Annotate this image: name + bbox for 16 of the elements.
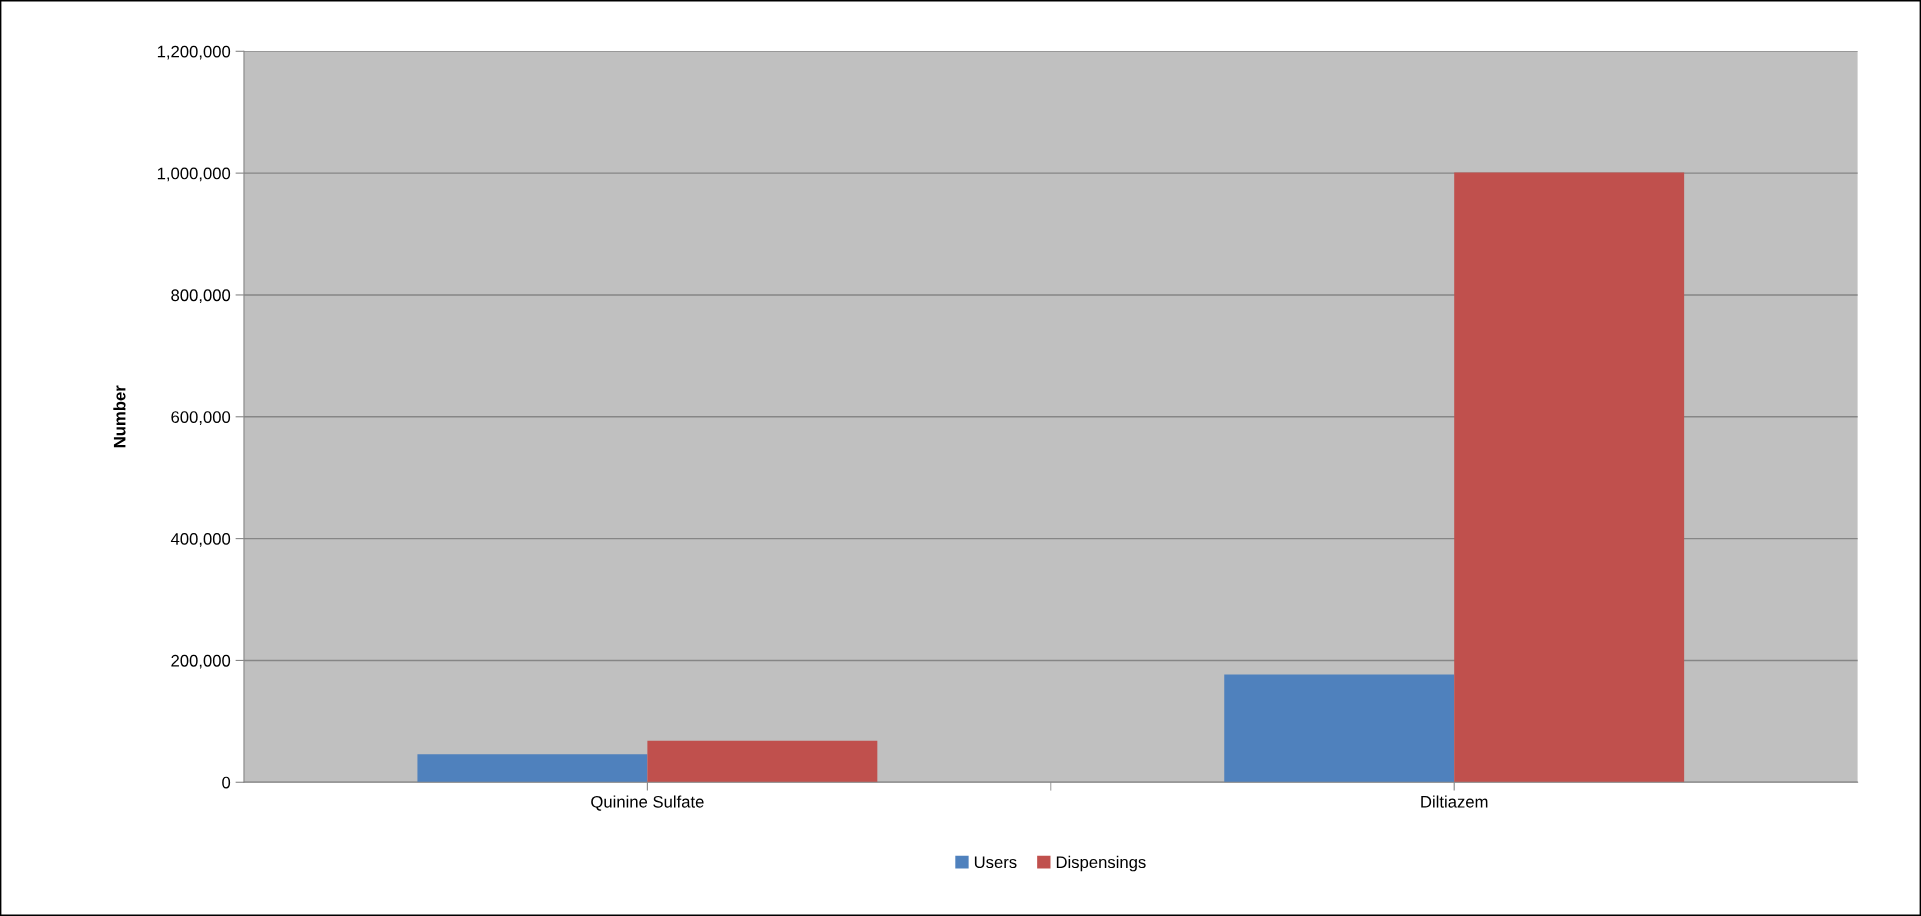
y-tick-label: 800,000: [171, 289, 231, 304]
legend-label: Dispensings: [1056, 855, 1146, 872]
bar: [1454, 172, 1685, 783]
bar: [647, 740, 878, 783]
y-tick-label: 1,000,000: [157, 167, 231, 182]
y-tick-label: 400,000: [170, 533, 231, 547]
y-tick-label: 0: [222, 776, 231, 789]
bar: [1224, 674, 1455, 783]
y-tick-label: 200,000: [171, 654, 231, 669]
y-axis-title: Number: [113, 385, 126, 448]
legend-label: Users: [974, 856, 1017, 869]
x-tick-label: Diltiazem: [1421, 795, 1488, 808]
y-tick-label: 600,000: [171, 411, 231, 425]
bar: [417, 754, 648, 783]
y-tick-label: 1,200,000: [157, 45, 231, 60]
x-tick-label: Quinine Sulfate: [591, 795, 704, 811]
